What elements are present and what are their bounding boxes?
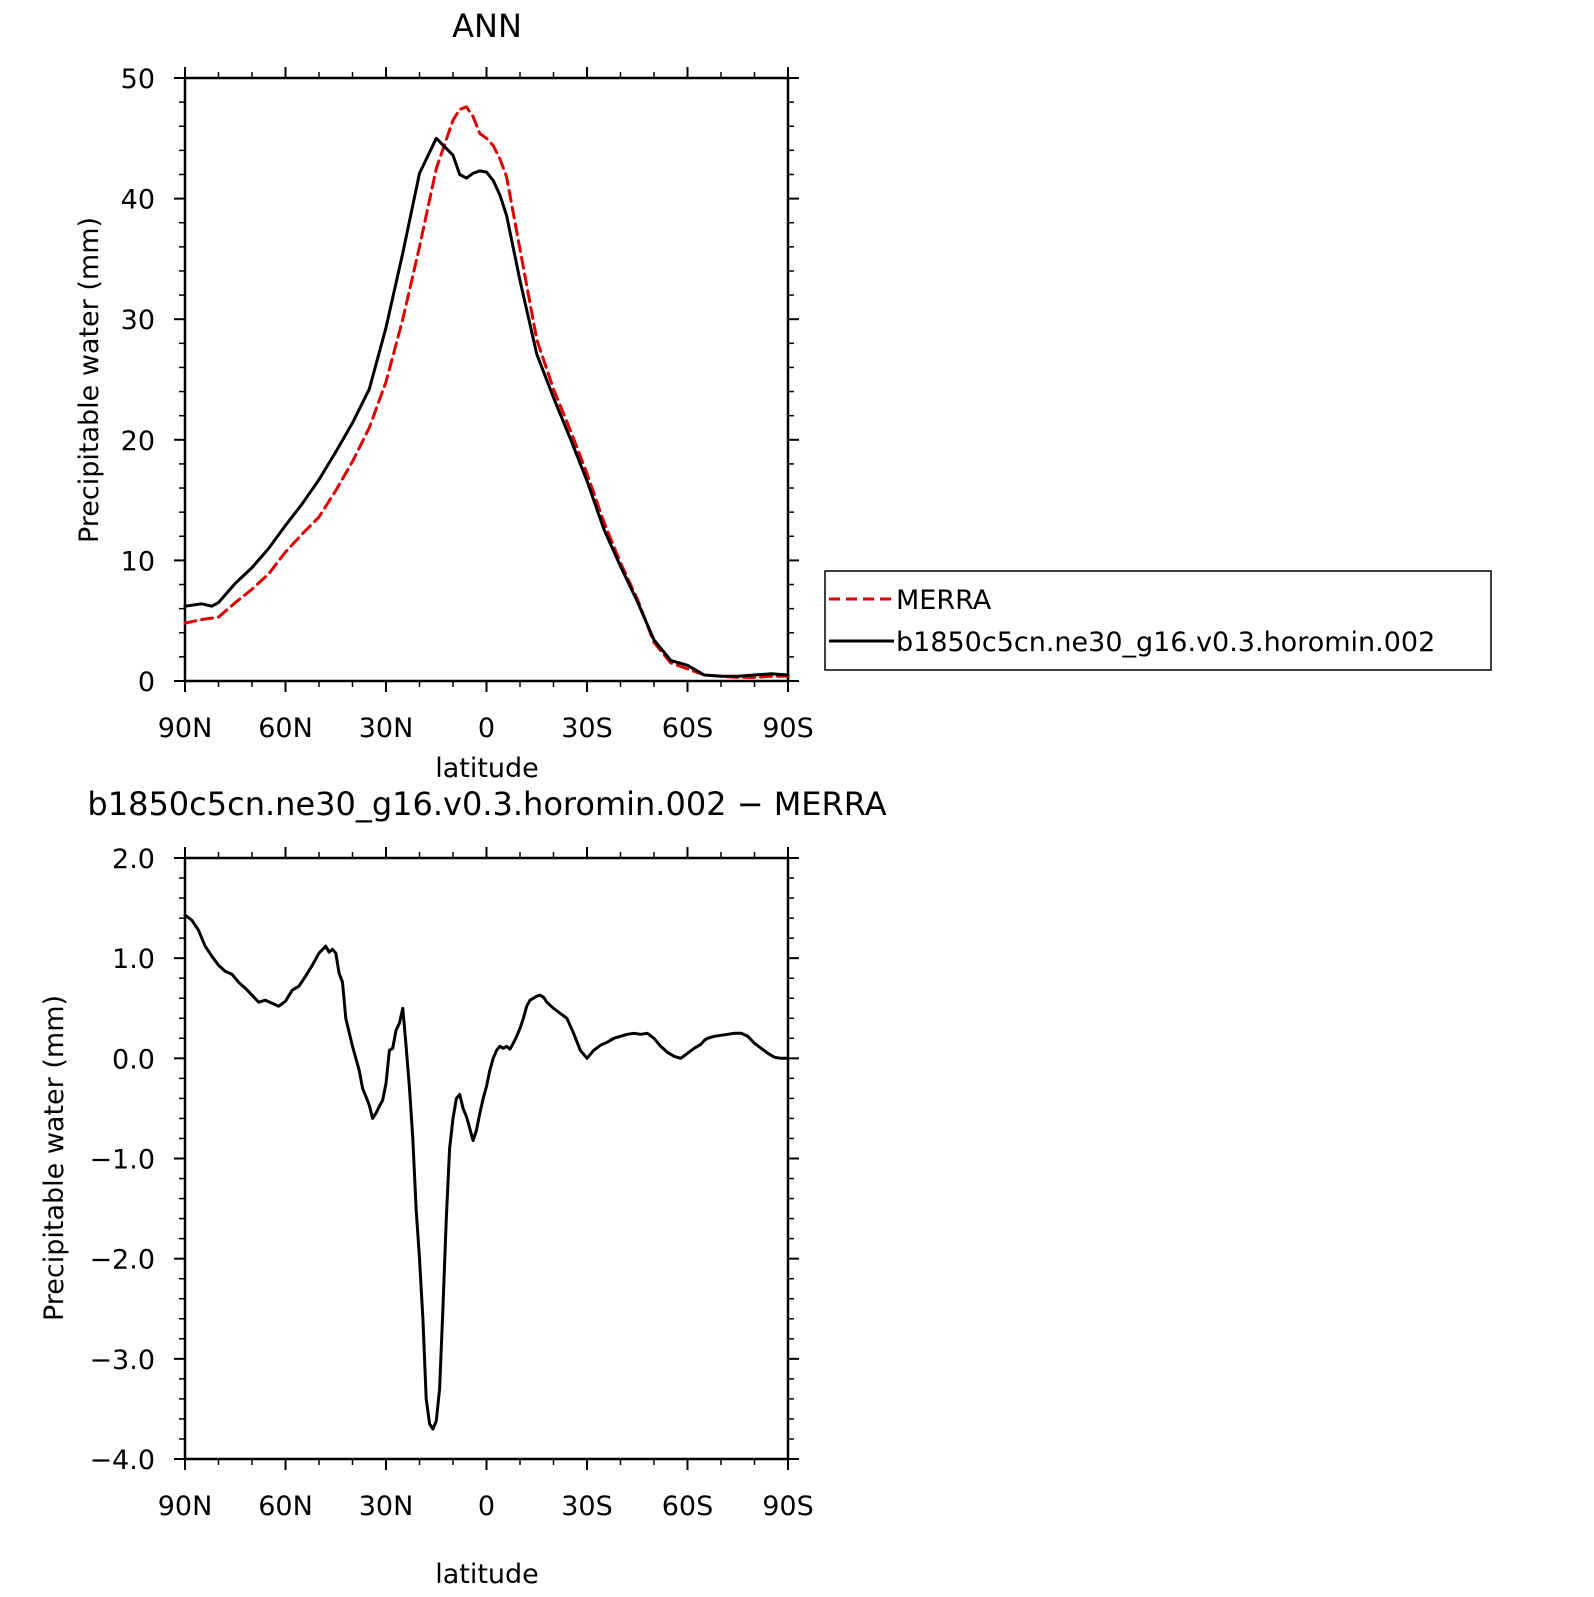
top-x-tick-label: 60N [258, 713, 313, 744]
bottom-y-tick-label: −2.0 [89, 1245, 155, 1276]
bottom-x-axis-title: latitude [435, 1559, 539, 1590]
bottom-y-tick-label: 2.0 [112, 844, 155, 875]
top-x-tick-label: 90S [762, 713, 814, 744]
bottom-y-tick-label: −3.0 [89, 1345, 155, 1376]
bottom-x-tick-label: 30S [561, 1491, 613, 1522]
top-y-tick-label: 20 [121, 426, 155, 457]
top-x-axis-title: latitude [435, 753, 539, 784]
bottom-x-tick-label: 60N [258, 1491, 313, 1522]
top-x-tick-label: 30S [561, 713, 613, 744]
top-x-tick-label: 0 [478, 713, 495, 744]
bottom-x-tick-label: 60S [662, 1491, 714, 1522]
top-y-tick-label: 50 [121, 64, 155, 95]
top-axis-ticks: 90N 60N 30N 0 30S 60S 90S 0 10 20 30 40 50 [121, 64, 814, 744]
top-series-lines [183, 105, 790, 679]
bottom-x-tick-label: 90S [762, 1491, 814, 1522]
bottom-x-tick-label: 30N [359, 1491, 414, 1522]
bottom-y-tick-label: −1.0 [89, 1145, 155, 1176]
top-x-tick-label: 90N [158, 713, 213, 744]
top-plot-frame [183, 76, 790, 683]
legend-label-model: b1850c5cn.ne30_g16.v0.3.horomin.002 [896, 627, 1435, 658]
top-y-tick-label: 0 [138, 667, 155, 698]
top-y-axis-title: Precipitable water (mm) [74, 217, 105, 543]
bottom-series-lines [183, 913, 790, 1431]
bottom-panel: b1850c5cn.ne30_g16.v0.3.horomin.002 − ME… [39, 785, 887, 1590]
bottom-x-tick-label: 0 [478, 1491, 495, 1522]
top-x-tick-label: 60S [662, 713, 714, 744]
top-series-line-b1850c5cn-ne30-g16-v0-3-horomin-002 [183, 136, 790, 678]
bottom-series-line-difference [183, 913, 790, 1431]
top-y-tick-label: 30 [121, 305, 155, 336]
bottom-plot-title: b1850c5cn.ne30_g16.v0.3.horomin.002 − ME… [87, 785, 886, 823]
top-plot-title: ANN [452, 7, 522, 45]
legend-label-merra: MERRA [896, 585, 992, 616]
top-panel: ANN 90N 60N 30N 0 30S 60S 90S 0 10 20 30 40 50 latit… [74, 7, 1492, 784]
top-x-tick-label: 30N [359, 713, 414, 744]
bottom-x-tick-label: 90N [158, 1491, 213, 1522]
top-series-line-merra [183, 105, 790, 679]
bottom-y-axis-title: Precipitable water (mm) [39, 995, 70, 1321]
bottom-y-tick-label: −4.0 [89, 1445, 155, 1476]
bottom-y-tick-label: 0.0 [112, 1044, 155, 1075]
legend: MERRA b1850c5cn.ne30_g16.v0.3.horomin.00… [824, 570, 1492, 671]
legend-box [824, 570, 1492, 671]
top-y-tick-label: 40 [121, 185, 155, 216]
bottom-plot-frame [183, 856, 790, 1461]
top-y-tick-label: 10 [121, 546, 155, 577]
bottom-y-tick-label: 1.0 [112, 944, 155, 975]
bottom-axis-ticks: 90N 60N 30N 0 30S 60S 90S 2.0 1.0 0.0 −1.0 −2.0 −3.0… [89, 844, 813, 1522]
